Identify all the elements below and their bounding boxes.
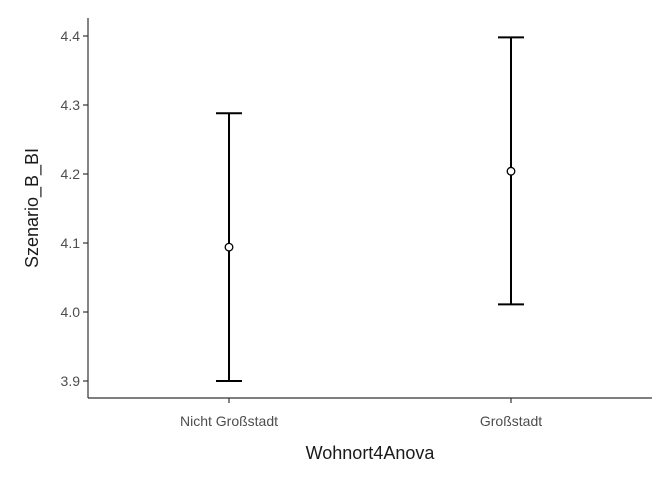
mean-point	[224, 242, 234, 252]
y-axis-title: Szenario_B_BI	[22, 148, 43, 268]
y-tick-label: 3.9	[61, 373, 81, 389]
x-tick-label: Großstadt	[480, 413, 542, 429]
y-tick-label: 4.1	[61, 235, 81, 251]
y-tick-label: 4.2	[61, 166, 81, 182]
y-tick-label: 4.0	[61, 304, 81, 320]
y-tick-label: 4.3	[61, 97, 81, 113]
y-tick-label: 4.4	[61, 28, 81, 44]
x-tick-label: Nicht Großstadt	[180, 413, 278, 429]
plot-area: 3.9 4.0 4.1 4.2 4.3 4.4 Nicht Großstadt Großsta…	[61, 18, 652, 429]
mean-point	[506, 166, 516, 176]
x-axis-title: Wohnort4Anova	[306, 443, 436, 463]
